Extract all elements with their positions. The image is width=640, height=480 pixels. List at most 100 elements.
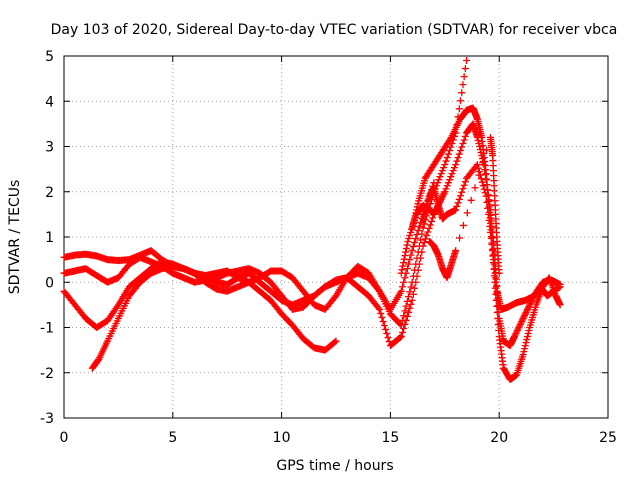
y-tick-label: 3 [45,140,54,156]
data-point [419,224,427,232]
data-point [404,238,412,246]
data-point [484,210,492,218]
data-point [405,235,413,243]
data-point [522,339,530,347]
data-point [556,281,564,289]
data-point [455,195,463,203]
data-point [457,97,465,105]
data-point [415,260,423,268]
data-point [406,288,414,296]
data-point [523,307,531,315]
data-point [457,192,465,200]
data-point [459,139,467,147]
data-point [403,312,411,320]
data-point [458,143,466,151]
data-point [481,189,489,197]
data-point [522,308,530,316]
data-point [482,192,490,200]
series-track-g [419,161,564,313]
data-point [410,215,418,223]
data-point [479,182,487,190]
data-point [519,314,527,322]
data-point [556,301,564,309]
data-point [459,221,467,229]
data-point [415,222,423,230]
data-point [521,342,529,350]
data-point [519,351,527,359]
data-point [411,284,419,292]
data-point [411,239,419,247]
data-point [473,161,481,169]
data-point [424,228,432,236]
data-point [455,150,463,158]
data-point [419,242,427,250]
y-tick-label: 2 [45,185,54,201]
data-point [374,304,382,312]
data-point [440,164,448,172]
axis-ticks [63,55,609,419]
data-point [494,320,502,328]
data-point [420,220,428,228]
x-tick-label: 25 [599,430,617,446]
series-track-h [426,133,503,282]
y-tick-labels: -3 -2 -1 0 1 2 3 4 5 [40,49,54,427]
data-point [452,206,460,214]
data-point [493,308,501,316]
data-point [408,247,416,255]
data-point [384,334,392,342]
data-point [405,308,413,316]
data-point [408,296,416,304]
data-point [513,328,521,336]
data-point [401,274,409,282]
data-point [403,297,411,305]
data-point [449,167,457,175]
data-point [479,159,487,167]
data-point [441,161,449,169]
data-point [413,272,421,280]
data-point [417,218,425,226]
data-point [403,265,411,273]
data-point [452,161,460,169]
series-track-c [60,57,471,331]
data-point [401,252,409,260]
data-point [434,179,442,187]
data-point [409,290,417,298]
y-tick-label: -1 [40,321,54,337]
data-point [458,188,466,196]
data-point [410,218,418,226]
data-point [426,221,434,229]
data-point [435,176,443,184]
data-point [456,234,464,242]
data-point [459,81,467,89]
data-point [436,173,444,181]
y-tick-label: -3 [40,411,54,427]
data-point [405,260,413,268]
data-point [494,314,502,322]
data-point [401,320,409,328]
data-point [423,231,431,239]
data-point [524,304,532,312]
data-point [455,105,463,113]
data-point [452,247,460,255]
data-point [380,321,388,329]
data-point [412,235,420,243]
data-point [411,212,419,220]
data-point [477,175,485,183]
data-point [402,316,410,324]
data-point [397,269,405,277]
data-point [440,189,448,197]
data-point [407,251,415,259]
data-point [398,266,406,274]
data-point [379,317,387,325]
data-point [460,181,468,189]
data-point [524,330,532,338]
data-point [412,209,420,217]
chart-title: Day 103 of 2020, Sidereal Day-to-day VTE… [51,22,618,38]
data-point [376,305,384,313]
data-point [442,185,450,193]
data-point [444,179,452,187]
data-point [403,241,411,249]
data-point [475,171,483,179]
x-tick-label: 10 [273,430,291,446]
data-point [383,330,391,338]
